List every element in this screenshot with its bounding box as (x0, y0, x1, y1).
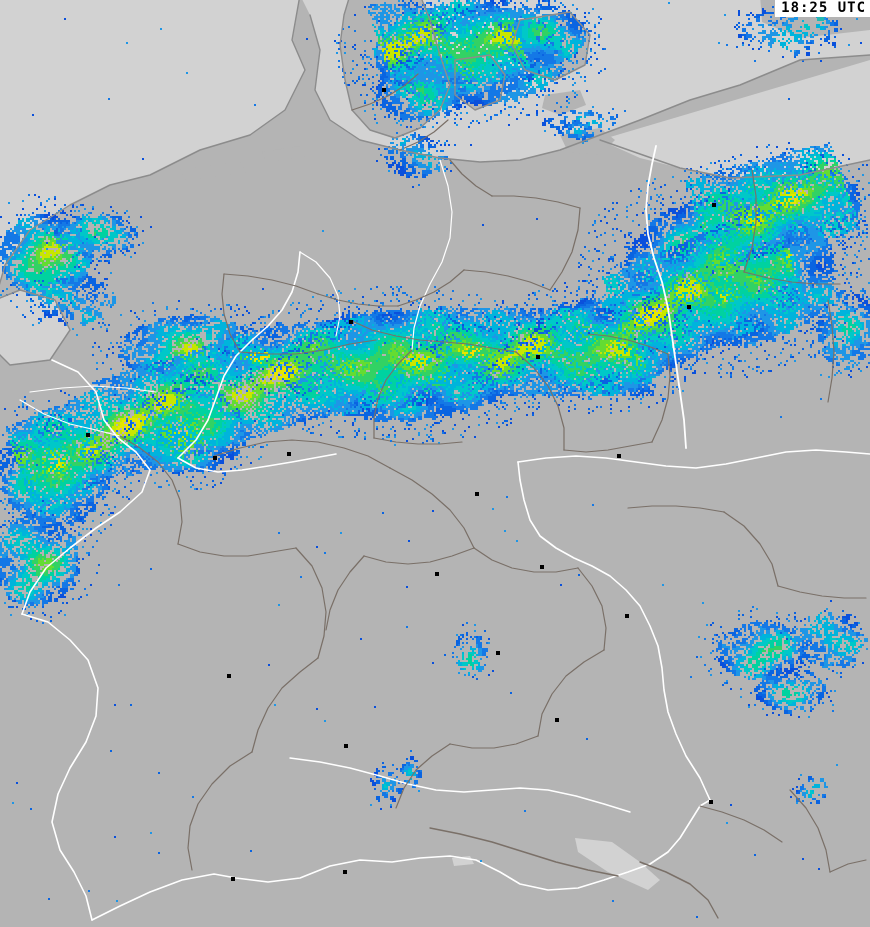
timestamp-tick-marker (817, 17, 824, 21)
timestamp-badge: 18:25 UTC (775, 0, 870, 17)
